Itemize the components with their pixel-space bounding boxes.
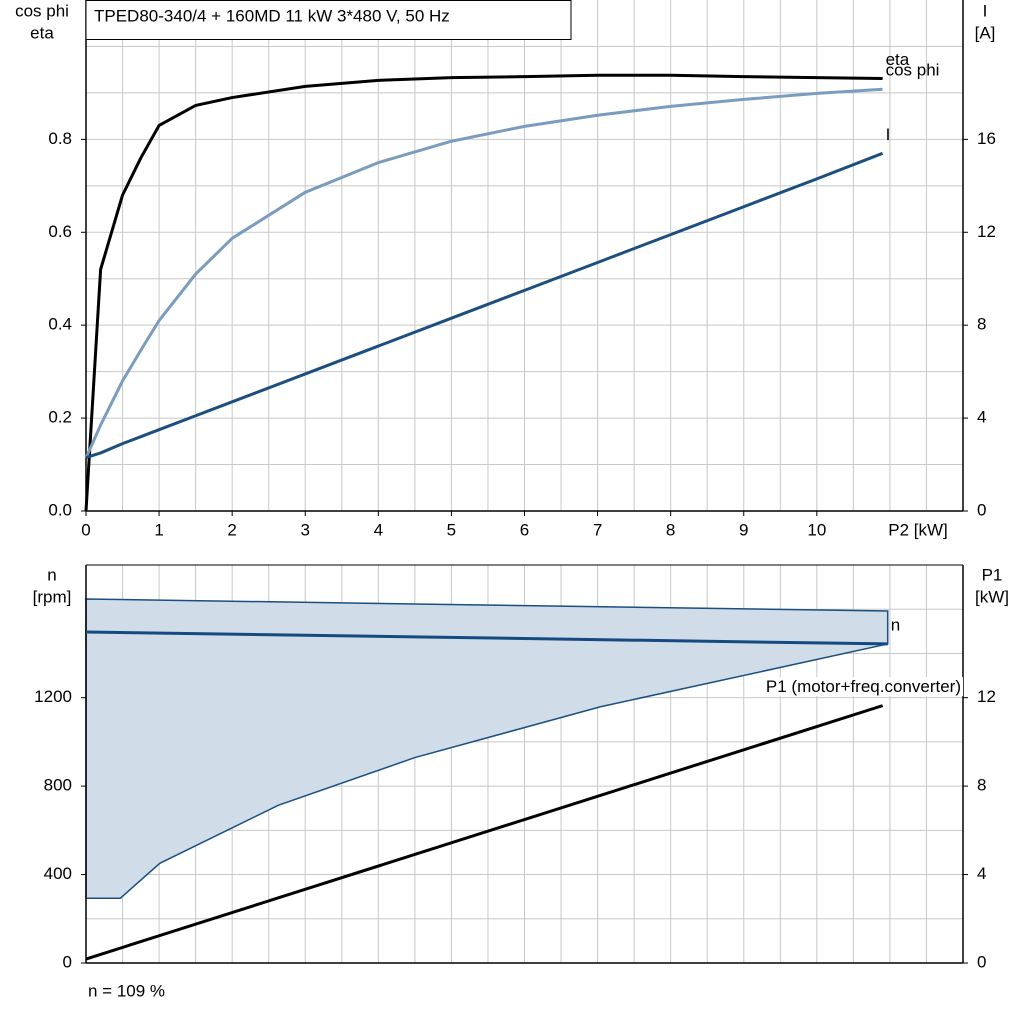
series-label: P1 (motor+freq.converter) — [766, 677, 961, 696]
series-line — [85, 630, 888, 646]
y-tick-label: 1200 — [34, 687, 72, 706]
y2-tick-label: 8 — [977, 776, 986, 795]
x-tick-label: 7 — [593, 520, 602, 539]
y-axis-label: [rpm] — [33, 587, 72, 606]
y2-axis-label: [A] — [975, 23, 996, 42]
operating-band — [85, 598, 889, 899]
x-tick-label: 8 — [666, 520, 675, 539]
y-tick-label: 400 — [44, 864, 72, 883]
x-axis-label: P2 [kW] — [888, 520, 948, 539]
series-label: cos phi — [886, 61, 940, 80]
y2-axis-label: [kW] — [975, 587, 1009, 606]
series-label: eta — [886, 50, 910, 69]
x-tick-label: 3 — [301, 520, 310, 539]
y2-tick-label: 12 — [977, 222, 996, 241]
series-label-group: I — [886, 125, 891, 144]
y-axis-label: n — [47, 565, 56, 584]
y2-tick-label: 4 — [977, 408, 986, 427]
title-box — [85, 0, 572, 40]
x-tick-label: 2 — [227, 520, 236, 539]
y2-tick-label: 4 — [977, 864, 986, 883]
y2-tick-label: 8 — [977, 315, 986, 334]
series-line — [85, 151, 884, 460]
y-tick-label: 0.6 — [48, 222, 72, 241]
y2-tick-label: 0 — [977, 500, 986, 519]
x-tick-label: 4 — [374, 520, 383, 539]
y-tick-label: 0 — [63, 952, 72, 971]
y2-tick-label: 0 — [977, 952, 986, 971]
y-tick-label: 0.4 — [48, 315, 72, 334]
series-line — [84, 73, 883, 512]
y2-tick-label: 16 — [977, 129, 996, 148]
series-label-group: eta — [886, 50, 910, 69]
series-label: n — [891, 615, 900, 634]
y-tick-label: 0.8 — [48, 129, 72, 148]
y-tick-label: 0.2 — [48, 408, 72, 427]
series-label-group: cos phi — [886, 61, 940, 80]
x-tick-label: 0 — [81, 520, 90, 539]
y2-tick-label: 12 — [977, 687, 996, 706]
y-axis-label: eta — [30, 23, 54, 42]
series-line — [84, 87, 883, 459]
x-tick-label: 9 — [739, 520, 748, 539]
x-tick-label: 1 — [154, 520, 163, 539]
x-tick-label: 5 — [447, 520, 456, 539]
x-tick-label: 6 — [520, 520, 529, 539]
annotation: n = 109 % — [88, 981, 165, 1000]
label-background — [763, 677, 963, 697]
y2-axis-label: I — [983, 1, 988, 20]
y-axis-label: cos phi — [15, 1, 69, 20]
x-tick-label: 10 — [807, 520, 826, 539]
series-label: I — [886, 125, 891, 144]
y-tick-label: 0.0 — [48, 500, 72, 519]
y2-axis-label: P1 — [982, 565, 1003, 584]
chart-title: TPED80-340/4 + 160MD 11 kW 3*480 V, 50 H… — [94, 6, 450, 25]
series-label-group: P1 (motor+freq.converter) — [763, 677, 963, 697]
y-tick-label: 800 — [44, 776, 72, 795]
series-line — [85, 704, 884, 961]
series-label-group: n — [891, 615, 900, 634]
